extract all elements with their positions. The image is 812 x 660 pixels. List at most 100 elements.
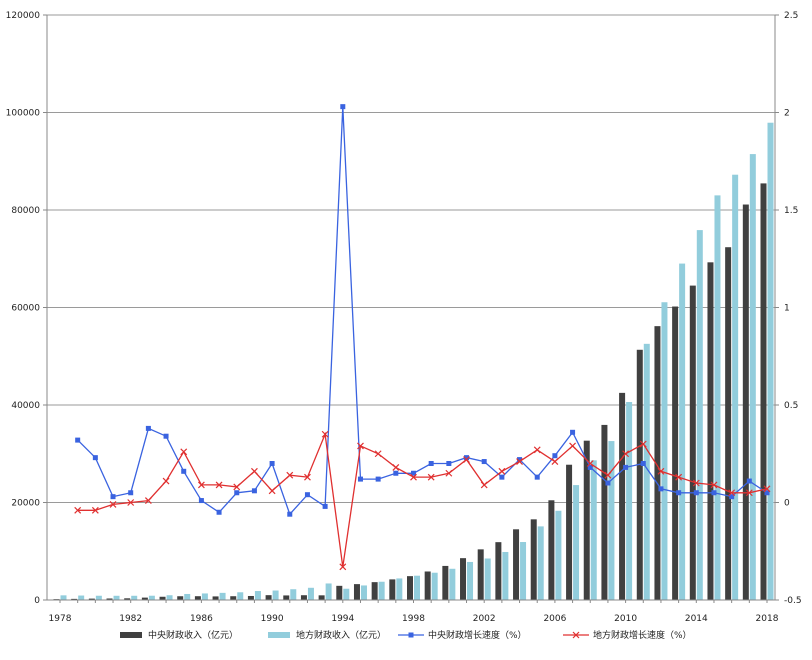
- data-point: [304, 473, 311, 481]
- bar: [502, 551, 509, 600]
- y-right-tick-label: 1.5: [784, 206, 798, 216]
- marker-stroke: [374, 450, 382, 458]
- bar: [689, 285, 696, 600]
- bar: [283, 595, 290, 600]
- bar: [272, 590, 279, 600]
- marker-stroke: [392, 463, 400, 471]
- bar: [78, 595, 85, 600]
- data-point: [464, 455, 470, 461]
- marker-stroke: [410, 473, 417, 481]
- data-point: [269, 461, 275, 466]
- bar: [714, 195, 721, 601]
- bar: [495, 542, 502, 600]
- legend-label: 中央财政增长速度（%）: [428, 629, 527, 641]
- bar: [590, 460, 597, 600]
- y-right-tick-label: 0.5: [784, 401, 798, 411]
- bar: [307, 587, 314, 600]
- data-point: [251, 467, 258, 475]
- bar: [184, 593, 191, 600]
- bar: [601, 424, 608, 600]
- x-tick-label: 1986: [190, 614, 213, 624]
- y-left-tick-label: 0: [34, 596, 40, 606]
- bar: [414, 575, 420, 600]
- bar: [396, 578, 403, 600]
- data-point: [551, 458, 559, 465]
- bar: [608, 441, 615, 600]
- data-point: [622, 450, 630, 458]
- data-point: [375, 476, 381, 482]
- bar: [467, 561, 474, 600]
- bar: [212, 596, 219, 600]
- bar: [555, 510, 562, 600]
- y-right-tick-label: 1: [784, 304, 790, 314]
- data-point: [764, 490, 770, 496]
- data-point: [463, 456, 470, 464]
- data-point: [623, 464, 629, 470]
- data-point: [746, 478, 752, 484]
- data-point: [110, 494, 116, 500]
- data-point: [144, 497, 152, 504]
- bar: [389, 579, 396, 600]
- data-point: [587, 464, 593, 470]
- x-tick-label: 1994: [331, 614, 354, 624]
- data-point: [215, 481, 223, 489]
- legend-item: 地方财政收入（亿元）: [268, 629, 386, 641]
- bar: [583, 440, 590, 600]
- data-point: [180, 448, 188, 456]
- bar: [537, 526, 544, 600]
- bar: [177, 596, 184, 600]
- data-point: [569, 442, 576, 450]
- marker-stroke: [339, 563, 347, 571]
- data-point: [216, 509, 222, 515]
- data-point: [604, 471, 612, 479]
- bar: [60, 595, 67, 600]
- legend: 中央财政收入（亿元） 地方财政收入（亿元） 中央财政增长速度（%） 地方财政增长速度（…: [120, 629, 692, 641]
- marker-stroke: [728, 489, 736, 497]
- bar: [343, 588, 350, 600]
- data-point: [233, 483, 241, 491]
- data-point: [480, 481, 488, 489]
- legend-item: 地方财政增长速度（%）: [563, 629, 692, 641]
- bar: [360, 585, 367, 600]
- data-point: [181, 468, 187, 474]
- y-left-tick-label: 100000: [6, 109, 41, 119]
- data-point: [570, 429, 576, 435]
- x-tick-label: 2006: [543, 614, 566, 624]
- bar: [520, 542, 527, 600]
- data-point: [411, 470, 416, 476]
- x-tick-label: 2010: [614, 614, 637, 624]
- bars-layer: [53, 122, 774, 601]
- bar: [325, 583, 332, 600]
- marker-stroke: [604, 471, 612, 479]
- legend-marker: [408, 632, 414, 638]
- legend-label: 中央财政收入（亿元）: [148, 629, 238, 641]
- data-point: [128, 490, 134, 496]
- bar: [141, 597, 148, 600]
- marker-stroke: [516, 458, 523, 465]
- marker-stroke: [180, 448, 188, 456]
- bar: [696, 230, 703, 601]
- marker-stroke: [268, 487, 276, 495]
- x-tick-label: 1982: [119, 614, 142, 624]
- bar: [106, 598, 113, 600]
- x-tick-label: 2002: [473, 614, 496, 624]
- bar: [194, 596, 201, 600]
- data-point: [534, 474, 540, 480]
- marker-stroke: [357, 442, 364, 450]
- bar: [230, 596, 237, 600]
- data-point: [745, 489, 753, 497]
- bar: [548, 500, 555, 600]
- legend-marker: [572, 631, 580, 639]
- data-point: [339, 563, 347, 571]
- series-line: [77, 431, 768, 567]
- data-point: [516, 458, 523, 465]
- bar: [300, 595, 307, 600]
- bar: [732, 174, 739, 600]
- x-tick-label: 2018: [756, 614, 779, 624]
- data-point: [127, 499, 135, 506]
- data-point: [92, 455, 98, 461]
- marker-stroke: [144, 497, 152, 504]
- bar: [484, 558, 491, 600]
- bar: [95, 595, 102, 600]
